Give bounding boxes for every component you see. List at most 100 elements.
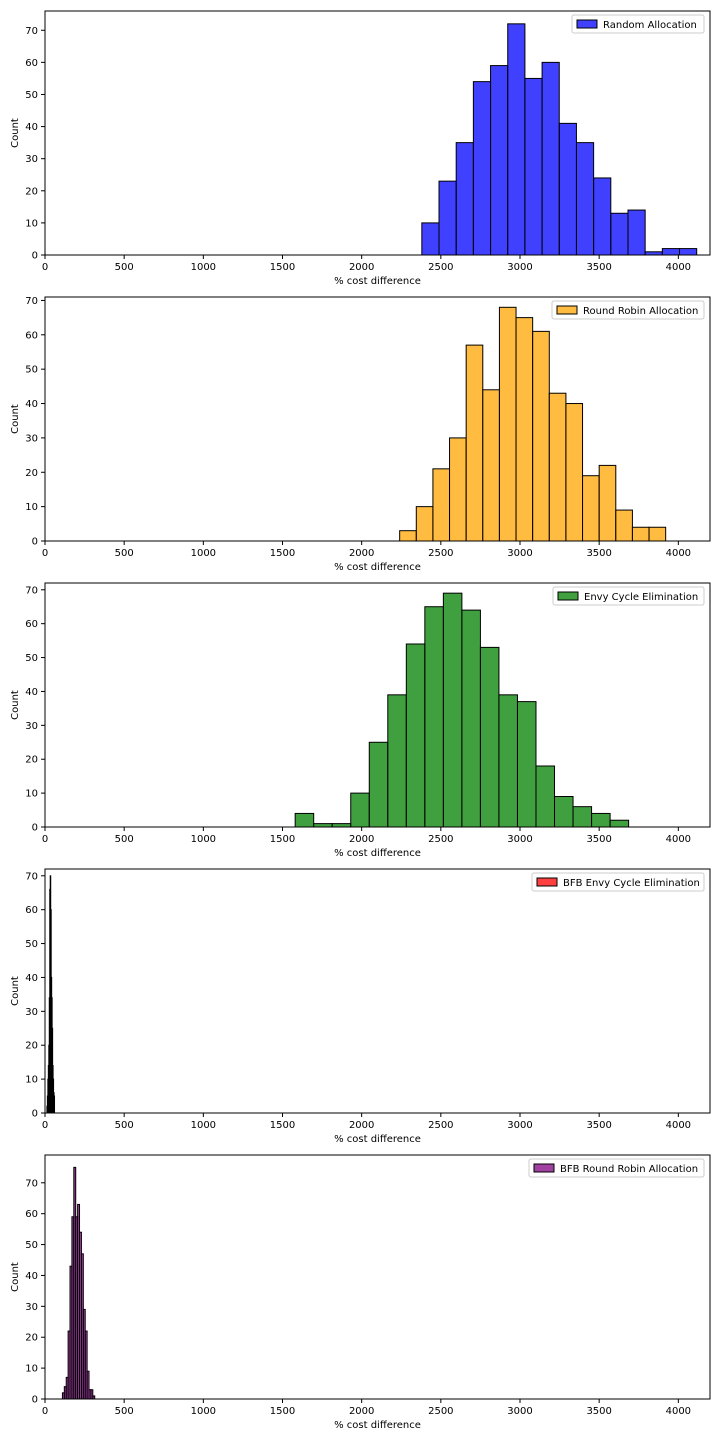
y-tick-label: 0	[32, 1395, 38, 1406]
x-tick-label: 1500	[270, 834, 295, 845]
y-tick-label: 60	[25, 619, 38, 630]
histogram-bar	[593, 177, 612, 256]
y-tick-label: 30	[25, 1007, 38, 1018]
legend-swatch	[556, 305, 578, 315]
axes-frame	[44, 10, 711, 256]
histogram-bar	[679, 248, 698, 256]
x-axis-label: % cost difference	[334, 562, 421, 573]
x-tick-label: 3500	[586, 1406, 611, 1417]
legend-label: BFB Envy Cycle Elimination	[563, 878, 700, 889]
x-tick-label: 500	[115, 548, 134, 559]
x-tick-label: 3000	[507, 1406, 532, 1417]
legend-swatch	[576, 19, 598, 29]
x-tick-label: 2000	[349, 834, 374, 845]
histogram-bar	[498, 694, 518, 828]
chart-panel-3: 0 500 1000 1500 2000 2500 3000 3500 4000 0 10 20 30 4…	[10, 582, 711, 859]
legend-label: Random Allocation	[603, 20, 697, 31]
legend-box	[531, 872, 705, 892]
y-tick-label: 0	[32, 251, 38, 262]
x-tick-label: 3000	[507, 834, 532, 845]
x-tick-label: 1000	[191, 1120, 216, 1131]
histogram-bar	[631, 526, 650, 542]
x-tick-label: 2000	[349, 262, 374, 273]
y-axis-label: Count	[10, 976, 21, 1006]
legend: Random Allocation	[571, 14, 705, 34]
y-tick-label: 30	[25, 154, 38, 165]
histogram-bar	[331, 823, 352, 828]
legend-swatch	[557, 591, 579, 601]
histogram-bar	[615, 509, 633, 542]
x-tick-label: 2500	[428, 1120, 453, 1131]
x-tick-label: 3500	[586, 548, 611, 559]
x-tick-label: 1500	[270, 548, 295, 559]
x-tick-label: 2000	[349, 1406, 374, 1417]
y-tick-label: 0	[32, 823, 38, 834]
x-tick-label: 1000	[191, 262, 216, 273]
axes-frame	[44, 1154, 711, 1400]
histogram-bar	[541, 61, 560, 256]
y-tick-label: 30	[25, 1302, 38, 1313]
histogram-bar	[442, 592, 463, 828]
y-tick-label: 0	[32, 1109, 38, 1120]
y-tick-label: 70	[25, 585, 38, 596]
histogram-bar	[598, 464, 617, 542]
y-tick-label: 60	[25, 1209, 38, 1220]
histogram-bar	[432, 468, 451, 542]
y-tick-label: 30	[25, 721, 38, 732]
y-tick-label: 70	[25, 1178, 38, 1189]
y-tick-label: 60	[25, 330, 38, 341]
y-tick-label: 20	[25, 1041, 38, 1052]
chart-panel-5: 0 500 1000 1500 2000 2500 3000 3500 4000 0 10 20 30 4…	[10, 1154, 711, 1431]
histogram-bar	[449, 437, 467, 542]
y-axis-label: Count	[10, 690, 21, 720]
histogram-bar	[350, 792, 370, 828]
histogram-bar	[368, 741, 389, 828]
histogram-bar	[532, 330, 550, 542]
x-tick-label: 4000	[666, 834, 691, 845]
x-tick-label: 1500	[270, 262, 295, 273]
x-tick-label: 500	[115, 1406, 134, 1417]
x-tick-label: 0	[42, 1120, 48, 1131]
legend: Envy Cycle Elimination	[552, 586, 705, 606]
y-tick-label: 10	[25, 502, 38, 513]
x-tick-label: 4000	[666, 1120, 691, 1131]
x-tick-label: 1500	[270, 1120, 295, 1131]
y-tick-label: 10	[25, 1075, 38, 1086]
y-tick-label: 10	[25, 1364, 38, 1375]
histogram-bar	[421, 222, 440, 256]
x-tick-label: 1000	[191, 548, 216, 559]
x-tick-label: 3500	[586, 262, 611, 273]
chart-panel-2: 0 500 1000 1500 2000 2500 3000 3500 4000 0 10 20 30 4…	[10, 296, 711, 573]
y-tick-label: 70	[25, 26, 38, 37]
histogram-bar	[399, 530, 417, 542]
x-tick-label: 0	[42, 834, 48, 845]
y-tick-label: 40	[25, 687, 38, 698]
histogram-bar	[424, 606, 444, 828]
y-tick-label: 30	[25, 433, 38, 444]
y-tick-label: 10	[25, 218, 38, 229]
y-tick-label: 60	[25, 905, 38, 916]
x-tick-label: 1000	[191, 834, 216, 845]
histogram-bar	[479, 646, 500, 828]
histogram-bar	[648, 526, 667, 542]
histogram-bar	[461, 609, 481, 828]
x-tick-label: 4000	[666, 1406, 691, 1417]
histogram-bar	[507, 23, 526, 256]
x-tick-label: 500	[115, 262, 134, 273]
axes-frame	[44, 868, 711, 1114]
histogram-bar	[465, 344, 484, 542]
histogram-bar	[627, 209, 646, 256]
axes-frame	[44, 296, 711, 542]
histogram-bar	[565, 403, 584, 542]
chart-panel-4: 0 500 1000 1500 2000 2500 3000 3500 4000 0 10 20 30 4…	[10, 868, 711, 1145]
y-tick-label: 20	[25, 468, 38, 479]
x-tick-label: 0	[42, 262, 48, 273]
histogram-bar	[482, 389, 500, 542]
x-tick-label: 3000	[507, 262, 532, 273]
histogram-bar	[490, 65, 509, 256]
x-tick-label: 2000	[349, 548, 374, 559]
y-axis-label: Count	[10, 404, 21, 434]
y-tick-label: 50	[25, 939, 38, 950]
axes-frame	[44, 582, 711, 828]
y-tick-label: 10	[25, 789, 38, 800]
